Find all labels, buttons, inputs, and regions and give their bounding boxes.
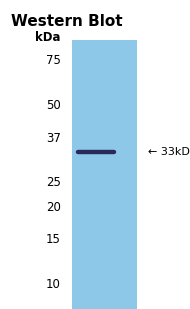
Text: 37: 37	[46, 132, 61, 146]
Text: 10: 10	[46, 278, 61, 291]
Text: 50: 50	[46, 99, 61, 112]
Text: kDa: kDa	[35, 31, 61, 44]
Text: 25: 25	[46, 176, 61, 189]
Text: 20: 20	[46, 201, 61, 214]
Text: ← 33kDa: ← 33kDa	[148, 146, 190, 157]
Text: Western Blot: Western Blot	[11, 14, 123, 29]
Bar	[72, 40, 137, 309]
Text: 75: 75	[46, 54, 61, 67]
Text: 15: 15	[46, 233, 61, 246]
